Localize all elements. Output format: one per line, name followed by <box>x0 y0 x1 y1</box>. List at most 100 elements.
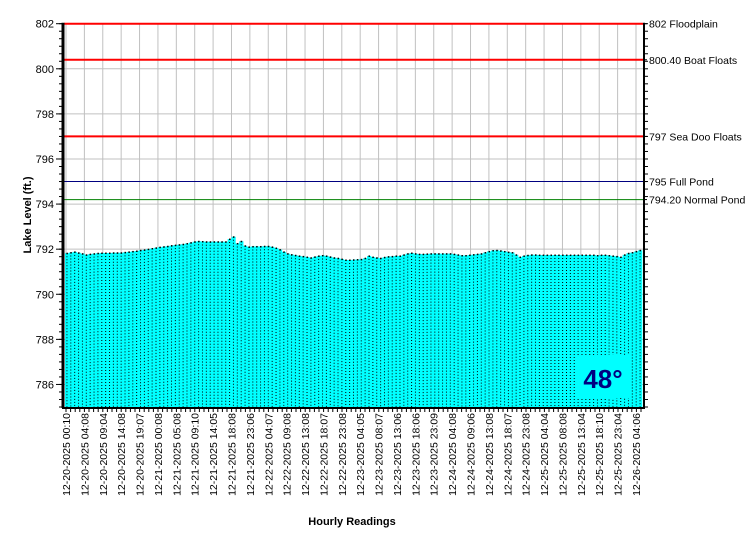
x-tick-label: 12-22-2025 09:08 <box>282 413 294 496</box>
data-bar <box>80 253 85 407</box>
data-point <box>240 240 243 243</box>
x-tick-label: 12-20-2025 14:08 <box>116 413 128 496</box>
y-tick-label: 800 <box>36 64 54 76</box>
data-bar <box>266 246 271 407</box>
data-point <box>399 255 401 257</box>
data-bar <box>444 253 449 407</box>
x-tick-label: 12-24-2025 04:08 <box>447 413 459 496</box>
data-point <box>523 255 525 257</box>
data-point <box>81 253 84 255</box>
data-point <box>105 252 107 255</box>
data-point <box>275 247 278 250</box>
x-tick-label: 12-24-2025 18:07 <box>502 413 514 496</box>
data-point <box>535 254 537 256</box>
data-bar <box>382 257 387 407</box>
data-point <box>461 254 463 257</box>
data-point <box>294 254 297 257</box>
data-bar <box>227 239 232 407</box>
data-point <box>349 259 351 261</box>
data-bar <box>634 251 639 407</box>
data-point <box>337 257 340 260</box>
y-tick-label: 788 <box>36 334 54 346</box>
data-point <box>318 255 320 257</box>
data-point <box>170 245 173 247</box>
data-point <box>368 255 370 257</box>
x-tick-label: 12-21-2025 00:08 <box>153 413 165 496</box>
data-bar <box>243 245 248 407</box>
data-point <box>616 255 618 258</box>
data-point <box>178 244 181 246</box>
data-point <box>457 254 460 256</box>
data-bar <box>529 254 534 407</box>
data-point <box>256 245 258 248</box>
data-bar <box>518 257 523 407</box>
data-point <box>418 253 421 256</box>
x-tick-label: 12-25-2025 04:04 <box>539 413 551 496</box>
data-bar <box>76 252 81 407</box>
data-bar <box>212 241 217 407</box>
data-point <box>209 241 212 243</box>
data-bar <box>247 246 252 407</box>
data-point <box>229 238 231 241</box>
x-tick-label: 12-21-2025 09:10 <box>190 413 202 496</box>
x-tick-label: 12-23-2025 04:05 <box>355 413 367 496</box>
data-point <box>383 256 386 259</box>
y-tick-label: 802 <box>36 19 54 31</box>
data-bar <box>150 248 155 407</box>
data-point <box>434 253 436 255</box>
x-tick-label: 12-23-2025 18:06 <box>410 413 422 496</box>
data-point <box>581 254 583 257</box>
data-bar <box>502 251 507 407</box>
data-point <box>596 254 599 257</box>
x-tick-label: 12-25-2025 23:04 <box>613 413 625 496</box>
data-bar <box>622 254 627 407</box>
data-point <box>414 253 417 255</box>
x-tick-label: 12-22-2025 13:08 <box>300 413 312 496</box>
data-point <box>395 255 398 257</box>
data-point <box>232 236 235 238</box>
x-tick-label: 12-20-2025 00:10 <box>61 413 73 496</box>
data-point <box>194 241 196 243</box>
data-bar <box>231 236 236 407</box>
data-point <box>97 252 99 255</box>
data-bar <box>487 251 492 407</box>
data-point <box>511 252 514 254</box>
data-point <box>387 256 390 258</box>
data-point <box>635 250 638 253</box>
data-point <box>198 240 200 243</box>
data-bar <box>436 253 441 407</box>
data-point <box>345 259 347 261</box>
data-bar <box>374 257 379 407</box>
data-point <box>492 250 494 252</box>
data-bar <box>626 253 631 407</box>
data-bar <box>200 241 205 407</box>
data-point <box>565 254 568 257</box>
data-bar <box>157 247 163 407</box>
x-tick-label: 12-20-2025 19:07 <box>135 413 147 496</box>
data-bar <box>258 246 263 407</box>
data-point <box>577 254 580 257</box>
data-bar <box>99 253 105 407</box>
data-bar <box>432 253 438 407</box>
y-tick-label: 786 <box>36 379 54 391</box>
data-point <box>531 254 533 256</box>
data-bar <box>336 258 341 407</box>
data-bar <box>452 254 457 407</box>
data-bar <box>281 251 287 407</box>
data-bar <box>289 254 294 407</box>
data-point <box>143 249 146 251</box>
data-point <box>442 253 444 255</box>
data-point <box>221 241 223 243</box>
data-bar <box>514 254 519 407</box>
data-point <box>70 252 72 254</box>
data-bar <box>126 251 132 407</box>
data-bar <box>456 254 461 407</box>
data-point <box>480 253 483 255</box>
data-bar <box>285 253 290 407</box>
data-point <box>473 254 475 256</box>
data-bar <box>250 246 256 407</box>
data-point <box>263 245 266 248</box>
data-point <box>283 251 285 253</box>
data-point <box>631 252 634 254</box>
